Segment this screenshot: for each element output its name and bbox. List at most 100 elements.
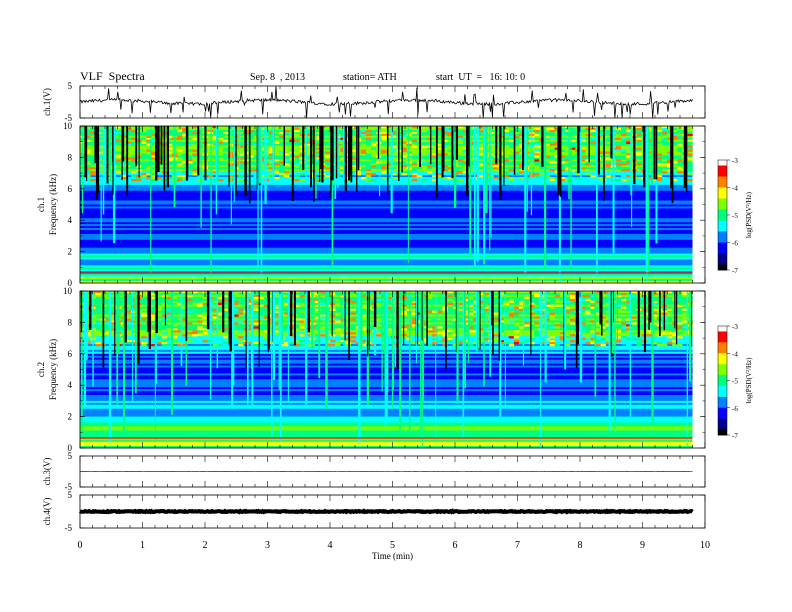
psd-cell: [677, 332, 683, 335]
psd-cell: [518, 306, 525, 309]
psd-cell: [615, 304, 622, 307]
sferic-streak: [564, 291, 567, 370]
psd-cell: [631, 304, 637, 307]
sferic-streak: [356, 126, 358, 192]
psd-cell: [263, 314, 270, 317]
psd-cell: [279, 151, 285, 154]
psd-cell: [202, 316, 208, 319]
psd-cell: [518, 126, 525, 129]
psd-cell: [340, 137, 346, 141]
psd-cell: [518, 300, 525, 304]
colorbar-step: [718, 336, 727, 340]
sferic-streak: [112, 126, 116, 244]
psd-cell: [427, 330, 433, 333]
psd-cell: [386, 326, 392, 329]
psd-cell: [141, 314, 147, 317]
sferic-streak: [577, 126, 580, 174]
psd-cell: [151, 316, 157, 319]
colorbar-step: [718, 242, 727, 245]
psd-cell: [651, 302, 658, 306]
psd-cell: [279, 173, 285, 176]
psd-cell: [228, 151, 234, 154]
psd-cell: [432, 342, 438, 345]
psd-cell: [406, 143, 413, 146]
psd-cell: [621, 163, 627, 166]
sferic-streak: [386, 291, 388, 419]
psd-cell: [365, 153, 372, 156]
psd-cell: [626, 153, 632, 156]
psd-cell: [661, 171, 668, 174]
psd-cell: [518, 165, 525, 168]
date-label: Sep. 8 , 2013: [250, 72, 305, 83]
psd-band: [80, 430, 693, 433]
psd-cell: [192, 328, 198, 331]
psd-cell: [631, 294, 637, 298]
psd-cell: [677, 322, 683, 325]
psd-band: [80, 224, 693, 227]
psd-cell: [677, 314, 683, 317]
colorbar-step: [718, 200, 727, 203]
psd-cell: [544, 163, 550, 166]
sferic-streak: [279, 291, 282, 443]
psd-cell: [508, 135, 515, 139]
psd-cell: [447, 129, 453, 133]
psd-cell: [171, 324, 178, 327]
psd-cell: [335, 302, 341, 306]
sferic-streak: [522, 126, 525, 166]
psd-cell: [626, 318, 632, 321]
psd-cell: [268, 157, 275, 160]
psd-cell: [447, 338, 453, 341]
psd-cell: [166, 143, 173, 146]
psd-cell: [151, 171, 157, 174]
psd-cell: [136, 178, 142, 182]
psd-cell: [335, 343, 341, 347]
psd-cell: [432, 149, 438, 152]
psd-cell: [340, 149, 346, 152]
psd-cell: [279, 169, 285, 172]
psd-cell: [549, 149, 555, 152]
psd-cell: [299, 314, 305, 317]
psd-cell: [467, 302, 474, 306]
colorbar-step: [718, 415, 727, 418]
psd-cell: [529, 336, 535, 339]
psd-cell: [513, 310, 520, 313]
psd-band: [80, 269, 693, 272]
psd-cell: [559, 127, 566, 131]
sferic-streak: [394, 291, 397, 367]
psd-cell: [146, 137, 152, 141]
colorbar-step: [718, 420, 727, 423]
psd-cell: [350, 157, 356, 160]
psd-band: [80, 438, 693, 441]
sferic-streak: [230, 126, 232, 225]
psd-cell: [156, 306, 162, 309]
psd-cell: [171, 296, 178, 300]
psd-cell: [233, 302, 239, 306]
colorbar-step: [718, 176, 727, 179]
sferic-streak: [483, 291, 485, 387]
psd-cell: [457, 302, 464, 306]
psd-cell: [176, 137, 183, 141]
psd-cell: [85, 169, 91, 172]
psd-cell: [457, 342, 464, 345]
psd-cell: [656, 137, 663, 141]
psd-cell: [452, 300, 459, 304]
psd-cell: [319, 294, 326, 298]
psd-cell: [304, 139, 310, 142]
psd-cell: [161, 330, 168, 333]
psd-cell: [508, 298, 515, 302]
psd-cell: [442, 145, 448, 148]
psd-cell: [273, 330, 280, 333]
psd-cell: [391, 326, 397, 329]
psd-cell: [687, 178, 693, 182]
psd-cell: [437, 334, 443, 337]
psd-cell: [396, 298, 402, 302]
psd-cell: [217, 326, 224, 329]
sferic-streak: [293, 291, 296, 346]
psd-cell: [421, 316, 428, 319]
psd-cell: [182, 300, 188, 304]
psd-cell: [115, 157, 122, 160]
colorbar-step: [718, 218, 727, 221]
colorbar-step: [718, 342, 727, 345]
psd-cell: [401, 328, 407, 331]
x-axis-label: Time (min): [372, 551, 413, 561]
